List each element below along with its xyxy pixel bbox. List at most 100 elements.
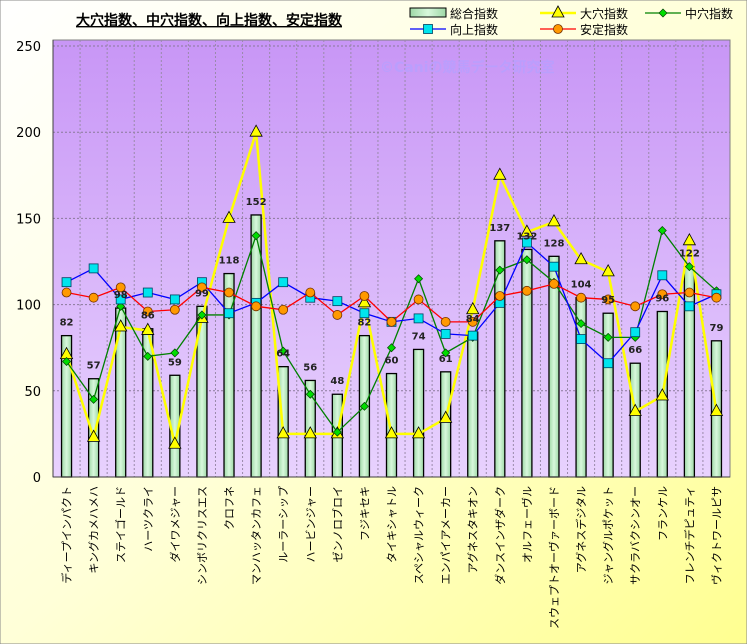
diamond-point (278, 346, 288, 356)
legend-item: 向上指数 (410, 22, 498, 37)
bar (629, 362, 641, 478)
circle-point (169, 304, 180, 315)
square-point (684, 301, 695, 312)
square-point (630, 327, 641, 338)
triangle-point (384, 426, 399, 439)
bar (440, 371, 452, 478)
x-tick-label: ルーラーシップ (277, 486, 290, 563)
bar-value-label: 56 (303, 362, 317, 373)
y-tick-label: 150 (16, 212, 41, 227)
bar (412, 348, 425, 478)
circle-point (197, 282, 207, 293)
bar (467, 331, 479, 478)
circle-point (413, 294, 424, 305)
legend-label: 大穴指数 (580, 6, 628, 21)
legend-label: 安定指数 (580, 22, 628, 37)
x-tick-label: フレンチデピュティ (682, 486, 696, 584)
legend-item: 安定指数 (540, 22, 628, 37)
triangle-point (628, 403, 642, 416)
circle-point (711, 292, 722, 303)
circle-point (576, 292, 586, 303)
series-circle (61, 279, 722, 327)
legend-label: 向上指数 (450, 22, 498, 37)
legend-marker (551, 5, 565, 18)
diamond-point (359, 401, 369, 411)
x-tick-label: ハーツクライ (142, 486, 155, 552)
bar-value-label: 82 (357, 318, 371, 329)
diamond-point (332, 427, 342, 437)
diamond-point (495, 265, 505, 275)
circle-point (494, 291, 505, 301)
bar-value-label: 122 (679, 249, 700, 260)
x-tick-label: フランケル (656, 486, 669, 541)
x-tick-label: ダンスインザダーク (493, 486, 507, 585)
bar-value-label: 96 (655, 293, 669, 304)
x-axis: ディープインパクト キングカメハメハ ステイゴールド ハーツクライ ダイワメジャー シンボ… (60, 486, 724, 629)
circle-point (630, 301, 641, 312)
y-tick-label: 100 (16, 299, 41, 314)
triangle-point (303, 426, 317, 439)
square-point (522, 237, 532, 248)
square-point (115, 294, 126, 305)
bar-value-label: 60 (385, 356, 399, 367)
circle-point (115, 282, 126, 293)
series-triangle (59, 124, 724, 449)
diamond-point (603, 332, 613, 342)
triangle-point (574, 251, 588, 265)
diamond-point (387, 343, 396, 353)
x-tick-label: タイキシャトル (386, 486, 399, 563)
x-tick-label: シンボリクリスエス (196, 486, 209, 585)
square-point (440, 329, 451, 339)
bar-value-label: 118 (219, 256, 240, 267)
square-point (278, 277, 289, 288)
bar-value-label: 74 (412, 331, 426, 342)
y-tick-label: 50 (24, 385, 41, 400)
diamond-point (684, 262, 694, 272)
bar-value-label: 82 (60, 318, 74, 329)
diamond-point (657, 225, 667, 235)
legend-item: 総合指数 (409, 6, 498, 21)
x-tick-label: ディープインパクト (60, 486, 74, 584)
circle-point (278, 304, 289, 315)
circle-point (305, 287, 316, 298)
x-tick-label: ステイゴールド (114, 486, 128, 563)
triangle-point (438, 410, 453, 423)
legend-marker (423, 24, 433, 34)
x-tick-label: ゼンノロブロイ (330, 486, 344, 562)
diamond-point (576, 319, 586, 329)
legend-marker (658, 8, 668, 18)
circle-point (657, 289, 668, 300)
diamond-point (62, 356, 72, 366)
x-tick-label: スウェプトオーヴァーボード (547, 486, 561, 629)
x-tick-label: アグネスデジタル (574, 486, 588, 573)
square-point (169, 294, 180, 305)
y-axis: 0 50 100 150 200 250 (16, 40, 730, 486)
diamond-point (441, 348, 451, 358)
x-tick-label: サクラバクシンオー (629, 486, 642, 585)
triangle-point (655, 388, 669, 401)
triangle-point (357, 295, 372, 308)
circle-point (440, 316, 451, 327)
square-point (88, 263, 99, 274)
x-tick-label: ダイワメジャー (168, 486, 182, 562)
triangle-point (411, 426, 426, 439)
bar-value-label: 79 (709, 323, 723, 334)
bar-value-label: 66 (628, 345, 642, 356)
gridlines (53, 40, 730, 477)
circle-point (251, 301, 262, 312)
square-point (413, 313, 424, 324)
bar (521, 248, 533, 478)
triangle-point (493, 167, 507, 180)
triangle-point (547, 214, 561, 227)
square-point (603, 358, 614, 369)
circle-point (359, 291, 370, 301)
legend-label: 中穴指数 (685, 6, 733, 21)
triangle-point (114, 319, 128, 332)
circle-point (61, 287, 72, 298)
diamond-point (89, 394, 99, 404)
bar-value-label: 59 (168, 357, 182, 368)
x-tick-label: アグネスタキオン (466, 486, 480, 573)
circle-point (332, 310, 343, 320)
